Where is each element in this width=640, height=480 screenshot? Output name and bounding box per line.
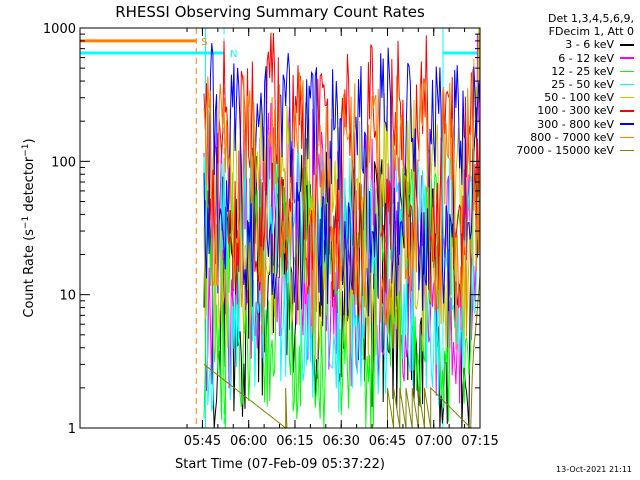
legend-entry-6: 300 - 800 keV bbox=[464, 118, 634, 131]
legend-entry-4: 50 - 100 keV bbox=[464, 91, 634, 104]
legend-entry-0: 3 - 6 keV bbox=[464, 38, 634, 51]
legend-label-6: 300 - 800 keV bbox=[537, 117, 614, 131]
legend-label-3: 25 - 50 keV bbox=[551, 78, 614, 92]
legend-label-1: 6 - 12 keV bbox=[558, 51, 614, 65]
legend-entry-1: 6 - 12 keV bbox=[464, 52, 634, 65]
y-axis-label: Count Rate (s−1 detector−1) bbox=[21, 138, 37, 317]
series-line-6 bbox=[203, 43, 481, 317]
timestamp: 13-Oct-2021 21:11 bbox=[556, 465, 632, 474]
x-tick-label-0: 05:45 bbox=[184, 434, 221, 449]
legend-entry-8: 7000 - 15000 keV bbox=[464, 144, 634, 157]
series-layer bbox=[203, 27, 481, 430]
x-axis-label: Start Time (07-Feb-09 05:37:22) bbox=[175, 457, 385, 472]
x-tick-label-2: 06:15 bbox=[276, 434, 313, 449]
legend-swatch-5 bbox=[620, 110, 634, 112]
series-line-7 bbox=[203, 69, 481, 350]
x-tick-label-5: 07:00 bbox=[415, 434, 452, 449]
y-tick-label-1: 10 bbox=[59, 289, 76, 304]
x-tick-label-4: 06:45 bbox=[369, 434, 406, 449]
legend-swatch-4 bbox=[620, 96, 634, 99]
x-tick-label-6: 07:15 bbox=[461, 434, 498, 449]
attenuator-label: S bbox=[201, 37, 207, 48]
chart-title: RHESSI Observing Summary Count Rates bbox=[115, 3, 425, 21]
legend-swatch-6 bbox=[620, 123, 634, 125]
legend-swatch-2 bbox=[620, 70, 634, 73]
legend-label-8: 7000 - 15000 keV bbox=[516, 143, 614, 157]
legend-label-5: 100 - 300 keV bbox=[537, 104, 614, 118]
legend-entry-7: 800 - 7000 keV bbox=[464, 131, 634, 144]
legend-label-4: 50 - 100 keV bbox=[544, 91, 614, 105]
ticks-layer: 05:45 06:00 06:15 06:30 06:45 07:00 07:15 1 10 10… bbox=[43, 22, 499, 449]
legend: Det 1,3,4,5,6,9, FDecim 1, Att 0 3 - 6 k… bbox=[464, 12, 634, 157]
legend-entry-3: 25 - 50 keV bbox=[464, 78, 634, 91]
legend-header-decimation: FDecim 1, Att 0 bbox=[548, 25, 634, 39]
legend-entries: 3 - 6 keV 6 - 12 keV 12 - 25 keV 25 - 50 ke… bbox=[464, 38, 634, 157]
legend-header-detectors: Det 1,3,4,5,6,9, bbox=[547, 12, 634, 25]
y-tick-label-3: 1000 bbox=[43, 22, 76, 37]
night-label-0: N bbox=[230, 49, 237, 60]
legend-entry-2: 12 - 25 keV bbox=[464, 65, 634, 78]
legend-entry-5: 100 - 300 keV bbox=[464, 104, 634, 117]
legend-swatch-3 bbox=[620, 83, 634, 86]
legend-label-0: 3 - 6 keV bbox=[565, 38, 614, 52]
legend-swatch-7 bbox=[620, 136, 634, 139]
legend-swatch-1 bbox=[620, 57, 634, 59]
legend-label-2: 12 - 25 keV bbox=[551, 64, 614, 78]
legend-label-7: 800 - 7000 keV bbox=[530, 130, 614, 144]
y-tick-label-0: 1 bbox=[68, 422, 76, 437]
x-tick-label-1: 06:00 bbox=[230, 434, 267, 449]
legend-swatch-8 bbox=[620, 149, 634, 152]
legend-swatch-0 bbox=[620, 44, 634, 46]
x-tick-label-3: 06:30 bbox=[322, 434, 359, 449]
y-tick-label-2: 100 bbox=[51, 155, 76, 170]
